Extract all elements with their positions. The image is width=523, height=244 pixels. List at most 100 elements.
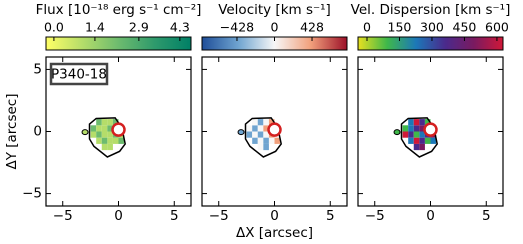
map-pixel <box>413 125 420 132</box>
colorbar-tick-label: 0 <box>271 20 279 35</box>
quasar-marker <box>267 122 282 137</box>
map-pixel <box>101 119 108 126</box>
colorbar-tick-label: 4.3 <box>170 20 190 35</box>
x-axis-label: ΔX [arcsec] <box>236 225 313 241</box>
source-outline <box>81 129 89 136</box>
map-pixel <box>257 119 264 126</box>
source-outline <box>393 129 401 136</box>
x-tick-label: 0 <box>270 208 279 224</box>
colorbar-tick-label: 0 <box>363 20 371 35</box>
map-pixel <box>424 119 431 126</box>
map-pixel <box>263 143 269 151</box>
colorbar-tick-label: 300 <box>420 20 444 35</box>
x-tick-label: −5 <box>53 208 73 224</box>
map-pixel <box>252 125 258 132</box>
map-pixel <box>246 125 253 132</box>
map-pixel <box>257 137 264 144</box>
map-pixel <box>107 125 113 132</box>
map-pixel <box>96 137 102 144</box>
map-pixel <box>257 131 264 138</box>
map-pixel <box>101 143 108 151</box>
map-pixel <box>419 131 425 138</box>
map-pixel <box>424 137 431 144</box>
colorbar-tick-label: 150 <box>388 20 412 35</box>
map-pixel <box>408 119 414 126</box>
source-outline <box>88 117 126 158</box>
map-pixel <box>268 137 275 144</box>
annotation: P340-18 <box>51 67 107 83</box>
colorbar-label: Flux [10⁻¹⁸ erg s⁻¹ cm⁻²] <box>36 2 202 18</box>
quasar-marker <box>423 122 438 137</box>
colorbar-tick-label: 600 <box>485 20 509 35</box>
colorbar-tick-label: 0.0 <box>44 20 64 35</box>
map-pixel <box>408 125 414 132</box>
map-pixel <box>419 119 425 126</box>
map-pixel <box>90 125 97 132</box>
map-pixel <box>419 143 425 151</box>
x-tick-label: 5 <box>326 208 335 224</box>
map-pixel <box>252 137 258 144</box>
map-pixel <box>107 143 113 151</box>
map-pixel <box>257 125 264 132</box>
x-tick-label: −5 <box>365 208 385 224</box>
map-pixel <box>107 119 113 126</box>
map-pixel <box>90 131 97 138</box>
map-pixel <box>112 119 119 126</box>
map-pixel <box>257 143 264 151</box>
map-pixel <box>118 137 125 144</box>
y-tick-label: 0 <box>33 124 42 140</box>
y-tick-label: 5 <box>33 61 42 77</box>
map-pixel <box>413 131 420 138</box>
map-pixel <box>246 131 253 138</box>
map-pixel <box>252 119 258 126</box>
map-pixel <box>413 143 420 151</box>
colorbar-tick-label: 2.9 <box>129 20 149 35</box>
map-pixel <box>112 137 119 144</box>
map-pixel <box>274 137 281 144</box>
y-axis-label: ΔY [arcsec] <box>4 93 20 169</box>
x-tick-label: 5 <box>170 208 179 224</box>
x-tick-label: −5 <box>209 208 229 224</box>
map-pixel <box>402 131 409 138</box>
colorbar-tick-label: 1.4 <box>85 20 105 35</box>
colorbar <box>45 36 192 51</box>
map-pixel <box>107 137 113 144</box>
map-pixel <box>101 137 108 144</box>
map-pixel <box>96 119 102 126</box>
map-pixel <box>413 119 420 126</box>
colorbar-tick-label: 428 <box>300 20 324 35</box>
map-pixel <box>263 131 269 138</box>
map-pixel <box>96 131 102 138</box>
map-pixel <box>101 131 108 138</box>
x-tick-label: 5 <box>482 208 491 224</box>
map-pixel <box>408 131 414 138</box>
map-pixel <box>408 137 414 144</box>
map-pixel <box>252 131 258 138</box>
colorbar-label: Velocity [km s⁻¹] <box>218 2 331 18</box>
map-pixel <box>402 125 409 132</box>
map-pixel <box>430 137 437 144</box>
map-pixel <box>263 137 269 144</box>
quasar-marker <box>111 122 126 137</box>
x-tick-label: 0 <box>426 208 435 224</box>
annotation-box <box>49 62 109 86</box>
colorbar-tick-label: 450 <box>453 20 477 35</box>
map-pixel <box>101 125 108 132</box>
source-outline <box>400 117 438 158</box>
map-pixel <box>96 125 102 132</box>
map-pixel <box>419 137 425 144</box>
map-pixel <box>268 119 275 126</box>
map-pixel <box>263 125 269 132</box>
colorbar-label: Vel. Dispersion [km s⁻¹] <box>351 2 511 18</box>
map-pixel <box>413 137 420 144</box>
source-outline <box>237 129 245 136</box>
map-pixel <box>107 131 113 138</box>
colorbar-tick-label: −428 <box>220 20 254 35</box>
source-outline <box>244 117 282 158</box>
y-tick-label: −5 <box>22 186 42 202</box>
map-pixel <box>263 119 269 126</box>
map-pixel <box>419 125 425 132</box>
x-tick-label: 0 <box>114 208 123 224</box>
colorbar <box>357 36 504 51</box>
